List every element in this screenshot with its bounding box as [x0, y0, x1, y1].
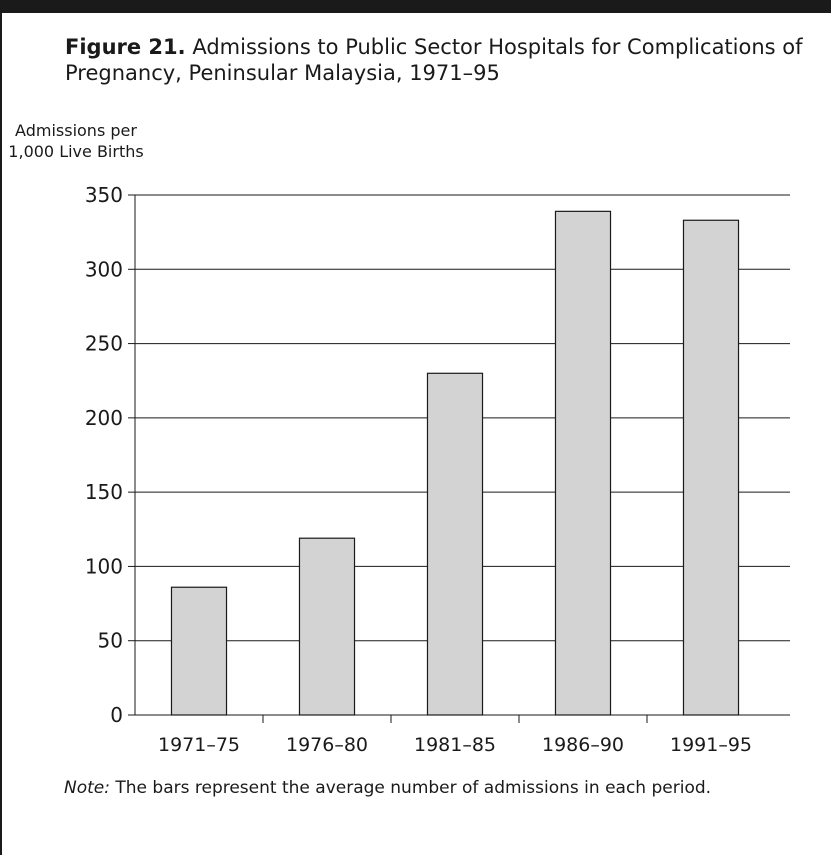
top-rule: [0, 0, 831, 13]
figure-title-text: Admissions to Public Sector Hospitals fo…: [65, 35, 803, 85]
y-tick-label-350: 350: [85, 183, 123, 207]
chart-title: Figure 21. Admissions to Public Sector H…: [65, 34, 805, 86]
y-tick-label-0: 0: [110, 703, 123, 727]
y-tick-label-200: 200: [85, 406, 123, 430]
x-tick-label-1986–90: 1986–90: [542, 734, 624, 756]
y-tick-label-50: 50: [98, 629, 123, 653]
y-axis-label-line1: Admissions per: [15, 121, 137, 140]
y-axis-ticks: 0 50 100 150 200 250 300 350: [85, 183, 135, 727]
x-tick-label-1981–85: 1981–85: [414, 734, 496, 756]
x-axis-ticks: 1971–75 1976–80 1981–85 1986–90 1991–95: [158, 715, 752, 756]
bar-1976–80: [298, 537, 356, 716]
bar-1986–90: [554, 210, 612, 716]
x-tick-label-1971–75: 1971–75: [158, 734, 240, 756]
x-tick-label-1991–95: 1991–95: [670, 734, 752, 756]
bar-1971–75: [170, 586, 228, 716]
bar-1991–95: [682, 219, 740, 716]
y-tick-label-300: 300: [85, 257, 123, 281]
bars: [170, 210, 740, 716]
note-text: The bars represent the average number of…: [109, 778, 712, 798]
chart-note: Note: The bars represent the average num…: [64, 778, 711, 798]
x-tick-label-1976–80: 1976–80: [286, 734, 368, 756]
axes: [134, 195, 790, 716]
figure-number: Figure 21.: [65, 35, 186, 59]
y-axis-label-line2: 1,000 Live Births: [8, 142, 144, 161]
y-tick-label-150: 150: [85, 480, 123, 504]
bar-chart: 0 50 100 150 200 250 300 350 1971–75 1976–80 1981…: [85, 183, 790, 756]
bar-1981–85: [426, 372, 484, 716]
y-tick-label-250: 250: [85, 332, 123, 356]
y-axis-label: Admissions per 1,000 Live Births: [6, 120, 146, 162]
note-label: Note:: [64, 778, 110, 798]
y-tick-label-100: 100: [85, 554, 123, 578]
